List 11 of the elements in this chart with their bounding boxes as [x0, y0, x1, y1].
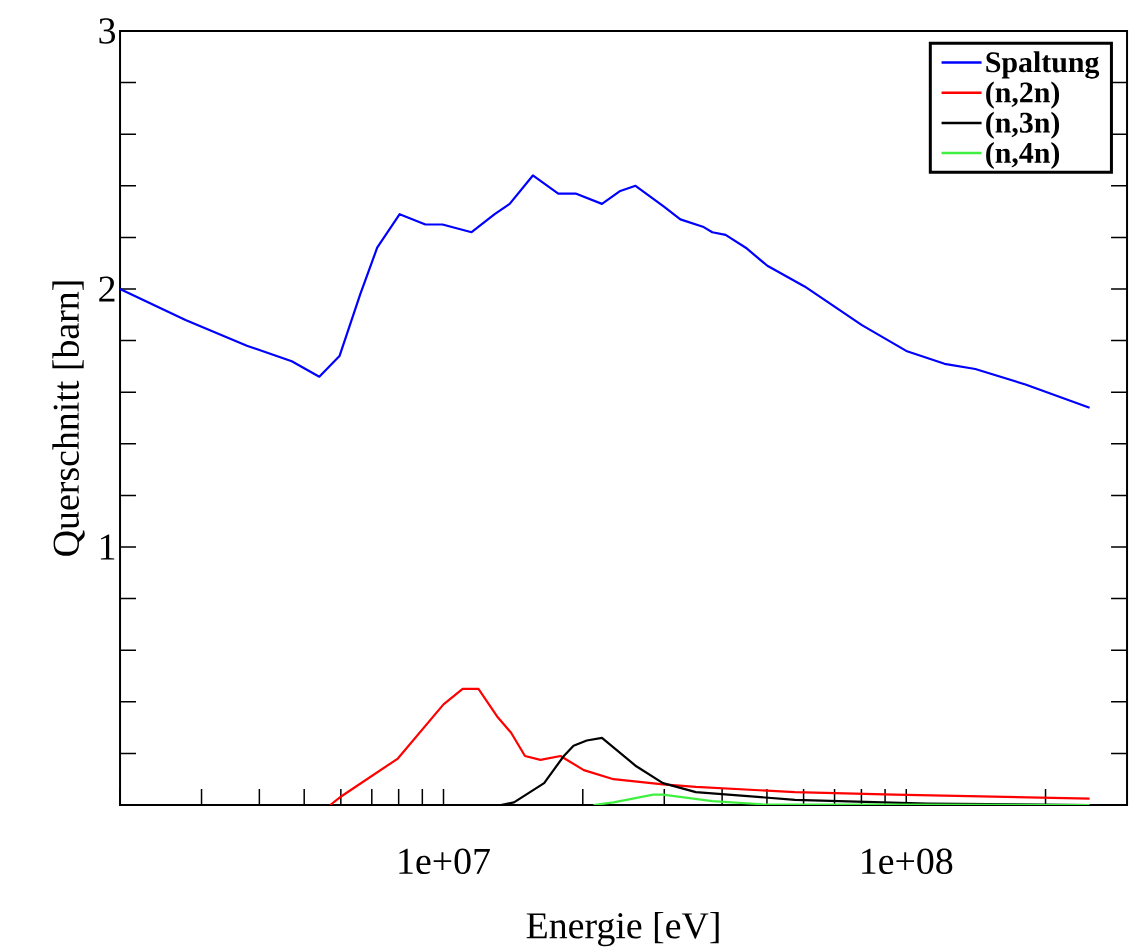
y-tick-label: 2	[99, 276, 115, 302]
y-tick-label: 3	[99, 18, 116, 44]
x-tick-label: 1e+07	[399, 848, 490, 875]
legend-label: Spaltung	[986, 51, 1100, 79]
y-tick-label: 1	[100, 534, 115, 560]
y-axis-title: Querschnitt [barn]	[52, 281, 85, 556]
legend-label: (n,4n)	[986, 141, 1060, 170]
legend-label: (n,3n)	[986, 111, 1060, 139]
x-axis-title: Energie [eV]	[526, 911, 719, 947]
legend-label: (n,2n)	[986, 81, 1060, 109]
x-tick-label: 1e+08	[862, 848, 953, 875]
